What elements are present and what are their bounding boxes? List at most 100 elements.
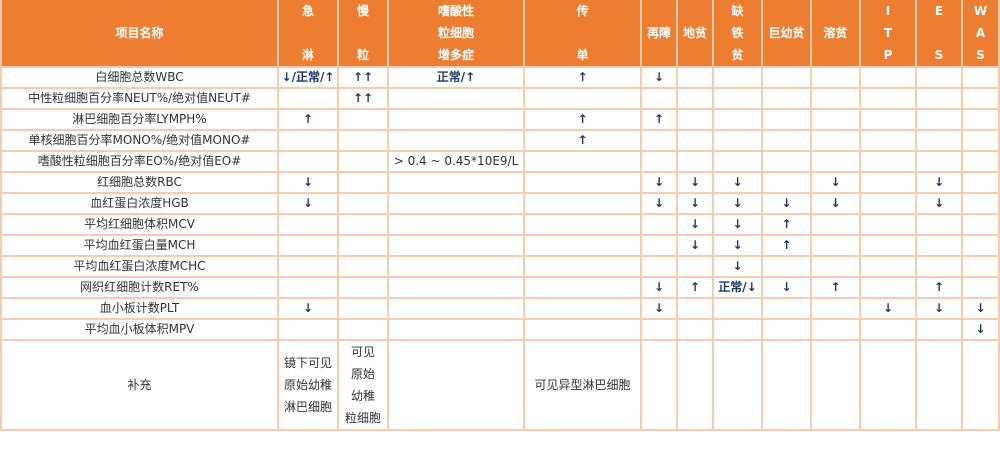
table-cell <box>915 318 963 341</box>
table-row: 中性粒细胞百分率NEUT%/绝对值NEUT# ↑↑ <box>0 87 1000 110</box>
table-cell <box>277 129 339 152</box>
table-cell <box>337 213 389 236</box>
row-label: 血红蛋白浓度HGB <box>0 192 279 215</box>
table-cell: ↓ <box>640 192 678 215</box>
table-cell <box>761 297 812 320</box>
table-cell: ↓ <box>761 276 812 299</box>
supplement-cell <box>640 339 678 431</box>
table-cell <box>761 318 812 341</box>
table-cell: ↓ <box>676 234 714 257</box>
table-cell <box>387 255 525 278</box>
table-cell <box>640 318 678 341</box>
row-label: 嗜酸性粒细胞百分率EO%/绝对值EO# <box>0 150 279 173</box>
table-cell: ↓ <box>915 192 963 215</box>
table-row: 血红蛋白浓度HGB ↓ ↓ ↓ ↓ ↓ ↓ ↓ <box>0 192 1000 215</box>
header-item-name: 项目名称 <box>0 0 279 68</box>
table-cell <box>640 213 678 236</box>
blood-test-comparison-table: 项目名称急 淋慢 粒嗜酸性 粒细胞 增多症传 单再障 地贫缺 铁 贫巨幼贫 溶贫 I … <box>0 0 1000 431</box>
table-row: 淋巴细胞百分率LYMPH% ↑ ↑ ↑ <box>0 108 1000 131</box>
table-cell: ↓ <box>640 171 678 194</box>
table-cell: ↑ <box>761 213 812 236</box>
table-cell <box>277 150 339 173</box>
table-cell <box>915 234 963 257</box>
supplement-cell <box>915 339 963 431</box>
table-cell <box>915 129 963 152</box>
header-disease-11: E S <box>915 0 963 68</box>
table-cell: ↑ <box>640 108 678 131</box>
table-cell <box>640 129 678 152</box>
table-cell <box>387 192 525 215</box>
table-cell: ↓ <box>712 234 763 257</box>
table-cell <box>337 276 389 299</box>
table-row: 平均血红蛋白浓度MCHC ↓ <box>0 255 1000 278</box>
table-cell <box>676 87 714 110</box>
table-cell <box>277 276 339 299</box>
table-cell <box>859 129 917 152</box>
row-label: 网织红细胞计数RET% <box>0 276 279 299</box>
table-cell <box>915 213 963 236</box>
table-cell: > 0.4 ~ 0.45*10E9/L <box>387 150 525 173</box>
table-cell <box>277 255 339 278</box>
table-cell <box>961 276 1000 299</box>
table-cell <box>387 213 525 236</box>
table-cell <box>961 192 1000 215</box>
table-cell <box>387 297 525 320</box>
table-cell <box>676 66 714 89</box>
table-cell: ↑↑ <box>337 87 389 110</box>
table-row: 红细胞总数RBC ↓ ↓ ↓ ↓ ↓ ↓ <box>0 171 1000 194</box>
supplement-cell <box>961 339 1000 431</box>
table-row: 网织红细胞计数RET% ↓ ↑ 正常/↓ ↓ ↑ ↑ <box>0 276 1000 299</box>
table-cell <box>859 234 917 257</box>
table-cell <box>676 255 714 278</box>
supplement-label: 补充 <box>0 339 279 431</box>
supplement-cell <box>859 339 917 431</box>
table-cell <box>523 171 642 194</box>
row-label: 中性粒细胞百分率NEUT%/绝对值NEUT# <box>0 87 279 110</box>
header-disease-12: W A S <box>961 0 1000 68</box>
table-cell <box>640 87 678 110</box>
table-cell <box>761 255 812 278</box>
row-label: 平均红细胞体积MCV <box>0 213 279 236</box>
table-cell <box>961 66 1000 89</box>
supplement-cell <box>676 339 714 431</box>
table-cell <box>712 87 763 110</box>
table-cell: ↓ <box>915 171 963 194</box>
table-cell <box>337 255 389 278</box>
header-row: 项目名称急 淋慢 粒嗜酸性 粒细胞 增多症传 单再障 地贫缺 铁 贫巨幼贫 溶贫 I … <box>0 0 1000 68</box>
table-cell <box>810 297 861 320</box>
table-cell <box>337 318 389 341</box>
table-cell <box>712 318 763 341</box>
table-cell <box>915 87 963 110</box>
table-cell: ↑ <box>523 108 642 131</box>
header-disease-1: 急 淋 <box>277 0 339 68</box>
table-cell <box>337 129 389 152</box>
table-cell <box>961 171 1000 194</box>
table-cell <box>915 66 963 89</box>
supplement-cell <box>761 339 812 431</box>
table-cell <box>387 87 525 110</box>
table-cell <box>337 171 389 194</box>
table-row: 血小板计数PLT ↓ ↓ ↓ ↓ ↓ <box>0 297 1000 320</box>
table-cell <box>523 192 642 215</box>
table-cell <box>676 150 714 173</box>
table-cell: 正常/↑ <box>387 66 525 89</box>
table-cell <box>277 234 339 257</box>
table-cell <box>859 150 917 173</box>
table-cell: ↓ <box>277 297 339 320</box>
table-cell: ↑ <box>277 108 339 131</box>
table-cell <box>859 66 917 89</box>
table-cell <box>961 87 1000 110</box>
table-cell: ↑ <box>761 234 812 257</box>
supplement-cell <box>810 339 861 431</box>
table-cell <box>337 108 389 131</box>
table-cell <box>387 276 525 299</box>
supplement-cell: 可见异型淋巴细胞 <box>523 339 642 431</box>
table-cell <box>915 150 963 173</box>
row-label: 血小板计数PLT <box>0 297 279 320</box>
table-cell: ↑↑ <box>337 66 389 89</box>
table-cell: ↓ <box>640 276 678 299</box>
table-cell <box>337 297 389 320</box>
table-cell <box>915 255 963 278</box>
table-cell <box>277 318 339 341</box>
table-cell <box>523 150 642 173</box>
